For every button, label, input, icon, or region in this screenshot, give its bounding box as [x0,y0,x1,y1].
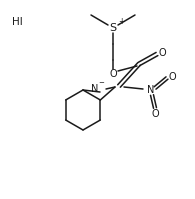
Text: HI: HI [12,17,22,27]
Text: N: N [91,84,99,94]
Text: O: O [168,72,176,82]
Text: O: O [158,48,166,58]
Text: +: + [118,17,124,25]
Text: O: O [151,109,159,119]
Text: −: − [98,80,104,86]
Text: O: O [109,69,117,79]
Text: S: S [109,23,117,33]
Text: N: N [147,85,155,95]
